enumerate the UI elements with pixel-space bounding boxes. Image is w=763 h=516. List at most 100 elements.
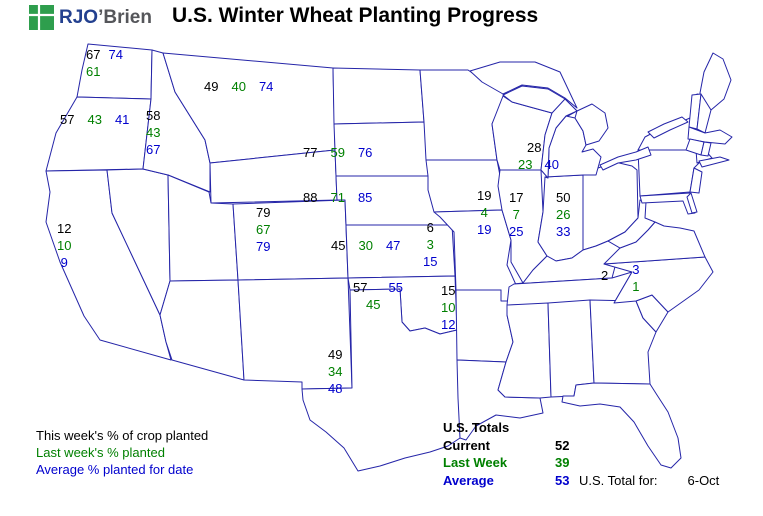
lake-ontario xyxy=(647,116,689,139)
or-lastweek-value: 43 xyxy=(87,112,102,127)
lake-huron xyxy=(574,103,609,146)
state-values-tx: 49 34 48 xyxy=(328,346,342,397)
legend-item-current: This week's % of crop planted xyxy=(36,428,209,443)
state-north-carolina xyxy=(603,256,714,313)
ar-lastweek-value: 10 xyxy=(441,300,456,315)
oh-current-value: 50 xyxy=(556,190,571,205)
page-title: U.S. Winter Wheat Planting Progress xyxy=(172,4,539,27)
rjobrien-logo-mark-icon xyxy=(29,5,54,30)
ks-lastweek-value: 30 xyxy=(358,238,373,253)
legend-item-last_week: Last week's % planted xyxy=(36,445,165,460)
ok-lastweek-value: 45 xyxy=(366,297,381,312)
us-totals-heading: U.S. Totals xyxy=(443,420,510,435)
lake-michigan xyxy=(540,98,578,179)
id-lastweek-value: 43 xyxy=(146,125,161,140)
ca-current-value: 12 xyxy=(57,221,72,236)
totals-label-average: Average xyxy=(443,472,494,488)
us-totals-rows: Current 52 Last Week 39 Average 53 xyxy=(443,437,569,490)
state-texas xyxy=(301,288,461,472)
state-rhode-island xyxy=(700,141,712,157)
state-maryland xyxy=(639,192,696,215)
ar-current-value: 15 xyxy=(441,283,456,298)
or-current-value: 57 xyxy=(60,112,75,127)
or-average-value: 41 xyxy=(114,112,130,127)
ok-average-value: 55 xyxy=(388,280,403,295)
totals-value-last_week: 39 xyxy=(555,455,570,470)
state-values-id: 58 43 67 xyxy=(146,107,160,158)
in-average-value: 25 xyxy=(509,224,524,239)
totals-footer-date: 6-Oct xyxy=(687,473,720,488)
id-average-value: 67 xyxy=(146,142,161,157)
in-current-value: 17 xyxy=(509,190,524,205)
nc-current-value: 2 xyxy=(601,268,609,283)
wa-lastweek-value: 61 xyxy=(86,64,101,79)
totals-value-current: 52 xyxy=(555,437,570,453)
state-values-ne: 88 71 85 xyxy=(303,189,372,206)
il-lastweek-value: 4 xyxy=(480,205,488,220)
state-values-sd: 77 59 76 xyxy=(303,144,372,161)
oh-average-value: 33 xyxy=(556,224,571,239)
state-values-mt: 49 40 74 xyxy=(204,78,273,95)
wa-average-value: 74 xyxy=(108,47,123,62)
state-values-ar: 15 10 12 xyxy=(441,282,455,333)
wa-current-value: 67 xyxy=(86,47,101,62)
ok-current-value: 57 xyxy=(353,280,368,295)
tx-average-value: 48 xyxy=(328,381,343,396)
state-values-ks: 45 30 47 xyxy=(331,237,400,254)
co-average-value: 79 xyxy=(256,239,271,254)
state-alabama xyxy=(547,299,595,398)
in-lastweek-value: 7 xyxy=(512,207,520,222)
state-values-mo: 6 3 15 xyxy=(423,219,437,270)
state-values-nc: 2 3 1 xyxy=(601,261,639,295)
ne-lastweek-value: 71 xyxy=(330,190,345,205)
nc-average-value: 3 xyxy=(632,262,640,277)
state-values-mi: 28 23 40 xyxy=(518,139,559,173)
oh-lastweek-value: 26 xyxy=(556,207,571,222)
mt-lastweek-value: 40 xyxy=(231,79,246,94)
state-values-wa: 67 74 61 xyxy=(86,46,123,80)
ks-current-value: 45 xyxy=(331,238,346,253)
ar-average-value: 12 xyxy=(441,317,456,332)
tx-lastweek-value: 34 xyxy=(328,364,343,379)
totals-row-last_week: Last Week 39 xyxy=(443,454,569,472)
state-oregon xyxy=(45,96,152,172)
state-values-or: 57 43 41 xyxy=(60,111,129,128)
sd-average-value: 76 xyxy=(357,145,373,160)
mi-lastweek-value: 23 xyxy=(518,157,533,172)
ne-current-value: 88 xyxy=(303,190,318,205)
ca-lastweek-value: 10 xyxy=(57,238,72,253)
state-values-ca: 12 10 9 xyxy=(57,220,71,271)
ne-average-value: 85 xyxy=(357,190,373,205)
state-new-jersey xyxy=(689,167,703,194)
lake-erie xyxy=(599,146,652,171)
totals-footer-label: U.S. Total for: xyxy=(579,473,658,488)
state-west-virginia xyxy=(607,199,656,249)
state-values-in: 17 7 25 xyxy=(509,189,523,240)
il-average-value: 19 xyxy=(477,222,492,237)
il-current-value: 19 xyxy=(477,188,492,203)
mt-average-value: 74 xyxy=(258,79,274,94)
mo-current-value: 6 xyxy=(426,220,434,235)
co-current-value: 79 xyxy=(256,205,271,220)
totals-row-current: Current 52 xyxy=(443,437,569,455)
state-delaware xyxy=(686,192,698,214)
state-values-co: 79 67 79 xyxy=(256,204,270,255)
mi-current-value: 28 xyxy=(527,140,542,155)
state-values-ok: 57 55 45 xyxy=(353,279,403,313)
state-florida xyxy=(561,382,682,469)
totals-value-average: 53 xyxy=(555,472,570,488)
mt-current-value: 49 xyxy=(204,79,219,94)
state-values-oh: 50 26 33 xyxy=(556,189,570,240)
logo-brien-text: ’Brien xyxy=(98,6,152,28)
state-north-dakota xyxy=(332,67,425,125)
lake-superior xyxy=(469,61,578,109)
sd-lastweek-value: 59 xyxy=(330,145,345,160)
nc-lastweek-value: 1 xyxy=(632,279,640,294)
totals-label-last_week: Last Week xyxy=(443,455,508,470)
mo-average-value: 15 xyxy=(423,254,438,269)
rjobrien-logo: RJO’Brien xyxy=(29,5,152,30)
totals-label-current: Current xyxy=(443,437,490,453)
legend: This week's % of crop planted Last week's… xyxy=(36,427,208,478)
state-values-il: 19 4 19 xyxy=(477,187,491,238)
